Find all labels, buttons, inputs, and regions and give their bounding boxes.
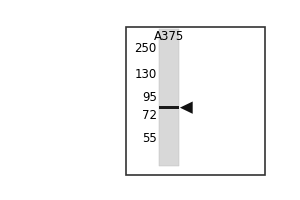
Text: 250: 250 xyxy=(134,42,157,55)
Polygon shape xyxy=(180,101,193,114)
Text: 72: 72 xyxy=(142,109,157,122)
Text: A375: A375 xyxy=(154,30,184,43)
Text: 55: 55 xyxy=(142,132,157,145)
Text: 95: 95 xyxy=(142,91,157,104)
Bar xyxy=(159,29,179,166)
Bar xyxy=(159,106,179,109)
Text: 130: 130 xyxy=(134,68,157,81)
Bar xyxy=(126,27,266,175)
